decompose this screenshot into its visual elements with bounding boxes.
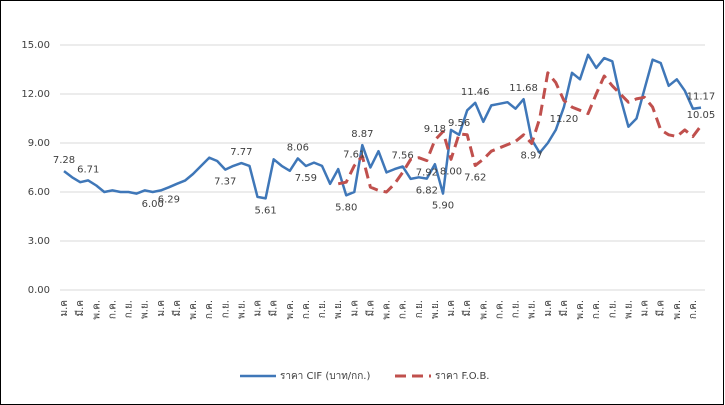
x-tick-label: ก.ย.	[607, 300, 618, 318]
x-tick-label: มี.ค	[655, 300, 667, 316]
x-tick-label: พ.ค.	[672, 300, 683, 320]
data-label: 6.82	[416, 186, 438, 197]
x-tick-label: พ.ค.	[575, 300, 586, 320]
y-tick-label: 9.00	[28, 138, 50, 149]
x-tick-label: มี.ค	[364, 300, 376, 316]
x-tick-label: ก.ค.	[591, 300, 602, 319]
x-tick-label: พ.ค.	[382, 300, 393, 320]
data-label: 5.61	[254, 205, 276, 216]
data-label: 7.59	[295, 173, 317, 184]
x-tick-label: มี.ค	[558, 300, 570, 316]
x-tick-label: ก.ค.	[494, 300, 505, 319]
x-tick-label: พ.ย.	[430, 300, 441, 319]
x-tick-label: พ.ย.	[333, 300, 344, 319]
data-label: 6.29	[158, 194, 180, 205]
data-label: 8.97	[521, 150, 543, 161]
x-tick-label: ก.ย.	[220, 300, 231, 318]
x-tick-label: ก.ค.	[398, 300, 409, 319]
y-tick-label: 0.00	[28, 285, 50, 296]
data-label: 11.68	[509, 83, 538, 94]
x-tick-label: พ.ค.	[91, 300, 102, 320]
x-tick-label: พ.ย.	[140, 300, 151, 319]
x-tick-label: พ.ค.	[188, 300, 199, 320]
data-label: 7.61	[343, 150, 365, 161]
x-tick-label: พ.ค.	[285, 300, 296, 320]
x-tick-label: ม.ค	[156, 300, 167, 316]
x-tick-label: พ.ย.	[527, 300, 538, 319]
x-tick-label: พ.ย.	[236, 300, 247, 319]
x-tick-label: ก.ค.	[301, 300, 312, 319]
x-tick-label: ก.ค.	[688, 300, 699, 319]
x-tick-label: ก.ค.	[204, 300, 215, 319]
x-tick-label: ก.ย.	[414, 300, 425, 318]
series-line	[63, 53, 702, 200]
data-label: 9.18	[424, 124, 446, 135]
data-label: 9.56	[448, 118, 470, 129]
y-tick-label: 18.00	[21, 0, 50, 2]
data-label: 7.62	[464, 173, 486, 184]
data-label: 11.17	[687, 92, 716, 103]
y-tick-label: 12.00	[21, 89, 50, 100]
x-tick-label: ม.ค	[640, 300, 651, 316]
data-label: 8.87	[351, 129, 373, 140]
data-label: 7.28	[53, 155, 75, 166]
data-label: 11.46	[461, 87, 490, 98]
y-tick-label: 3.00	[28, 236, 50, 247]
data-label: 7.56	[392, 151, 414, 162]
x-tick-label: ก.ย.	[317, 300, 328, 318]
y-tick-label: 15.00	[21, 40, 50, 51]
x-tick-label: มี.ค	[171, 300, 183, 316]
x-tick-label: มี.ค	[268, 300, 280, 316]
x-tick-label: ก.ย.	[124, 300, 135, 318]
x-tick-label: ม.ค	[446, 300, 457, 316]
data-label: 5.90	[432, 201, 454, 212]
data-label: 8.00	[440, 166, 462, 177]
x-tick-label: พ.ค.	[478, 300, 489, 320]
x-tick-label: ม.ค	[349, 300, 360, 316]
data-label: 11.20	[550, 114, 579, 125]
data-label: 7.77	[230, 147, 252, 158]
series-line	[337, 71, 703, 194]
data-label: 7.37	[214, 177, 236, 188]
data-label: 5.80	[335, 202, 357, 213]
x-tick-label: ม.ค	[253, 300, 264, 316]
legend-label: ราคา CIF (บาท/กก.)	[280, 371, 370, 382]
data-label: 7.92	[416, 168, 438, 179]
data-label: 8.06	[287, 142, 309, 153]
x-tick-label: ม.ค	[543, 300, 554, 316]
x-tick-label: ก.ย.	[511, 300, 522, 318]
x-tick-label: พ.ย.	[623, 300, 634, 319]
data-label: 6.71	[77, 164, 99, 175]
x-tick-label: ม.ค	[59, 300, 70, 316]
data-label: 6.00	[142, 199, 164, 210]
x-tick-label: มี.ค	[461, 300, 473, 316]
x-tick-label: มี.ค	[74, 300, 86, 316]
legend-label: ราคา F.O.B.	[435, 371, 489, 382]
x-tick-label: ก.ค.	[107, 300, 118, 319]
data-label: 10.05	[687, 110, 716, 121]
y-tick-label: 6.00	[28, 187, 50, 198]
